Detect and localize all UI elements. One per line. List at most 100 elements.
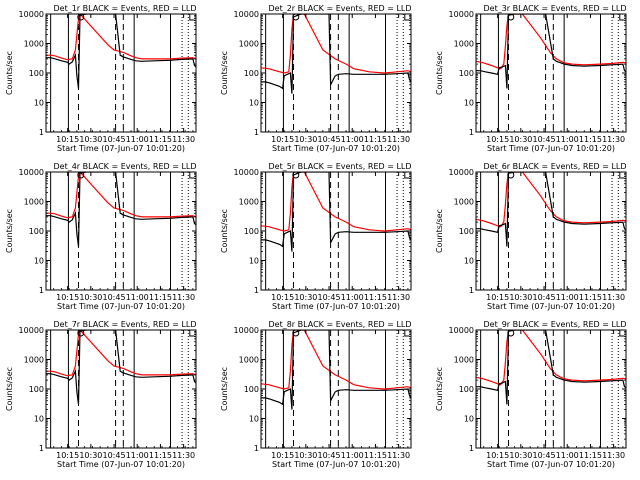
y-tick-label: 10000 <box>19 168 44 177</box>
y-tick-label: 10 <box>464 257 474 266</box>
y-tick-label: 1000 <box>239 356 259 365</box>
y-tick-label: 10 <box>34 99 44 108</box>
panel-title: Det_4r BLACK = Events, RED = LLD <box>53 162 196 171</box>
panel-title: Det_6r BLACK = Events, RED = LLD <box>483 162 626 171</box>
x-tick-label: 11:15 <box>579 451 602 460</box>
y-axis-label: Counts/sec <box>5 209 14 253</box>
y-tick-label: 10 <box>34 415 44 424</box>
y-tick-label: 10 <box>464 99 474 108</box>
x-axis-label: Start Time (07-Jun-07 10:01:20) <box>272 144 400 153</box>
y-tick-label: 1000 <box>454 356 474 365</box>
panel-title: Det_8r BLACK = Events, RED = LLD <box>268 320 411 329</box>
x-tick-label: 10:30 <box>294 135 317 144</box>
detector-panel: Det_9r BLACK = Events, RED = LLD 1 10 100 10… <box>435 320 627 469</box>
y-tick-label: 10000 <box>19 10 44 19</box>
y-tick-label: 10000 <box>234 326 259 335</box>
x-tick-label: 11:30 <box>172 135 195 144</box>
detector-panel: Det_5r BLACK = Events, RED = LLD 1 10 100 10… <box>220 162 412 311</box>
x-tick-label: 10:30 <box>294 451 317 460</box>
x-axis-label: Start Time (07-Jun-07 10:01:20) <box>487 144 615 153</box>
y-tick-label: 1000 <box>454 40 474 49</box>
y-axis-label: Counts/sec <box>435 367 444 411</box>
events-series-line <box>261 14 411 94</box>
x-tick-label: 10:30 <box>79 293 102 302</box>
x-tick-label: 10:30 <box>294 293 317 302</box>
y-axis-label: Counts/sec <box>435 51 444 95</box>
y-tick-label: 10000 <box>449 168 474 177</box>
x-tick-label: 11:30 <box>387 135 410 144</box>
y-tick-label: 100 <box>244 227 259 236</box>
x-tick-label: 11:00 <box>556 451 579 460</box>
x-axis-label: Start Time (07-Jun-07 10:01:20) <box>57 302 185 311</box>
y-tick-label: 10000 <box>234 10 259 19</box>
x-tick-label: 10:15 <box>486 293 509 302</box>
y-tick-label: 100 <box>29 385 44 394</box>
x-tick-label: 11:00 <box>556 135 579 144</box>
events-series-line <box>46 14 196 89</box>
panel-title: Det_3r BLACK = Events, RED = LLD <box>483 4 626 13</box>
y-tick-label: 1000 <box>24 40 44 49</box>
y-tick-label: 10 <box>34 257 44 266</box>
x-tick-label: 10:30 <box>509 451 532 460</box>
panel-title: Det_5r BLACK = Events, RED = LLD <box>268 162 411 171</box>
lld-series-line <box>476 14 626 70</box>
bracket-marker <box>619 14 625 21</box>
events-series-line <box>476 172 626 247</box>
y-tick-label: 100 <box>244 385 259 394</box>
events-series-line <box>476 14 626 89</box>
y-tick-label: 1000 <box>24 356 44 365</box>
y-tick-label: 1 <box>469 444 474 453</box>
y-tick-label: 100 <box>459 69 474 78</box>
y-tick-label: 10 <box>249 257 259 266</box>
y-tick-label: 100 <box>244 69 259 78</box>
bracket-marker <box>189 330 195 337</box>
bracket-marker <box>404 330 410 337</box>
x-axis-label: Start Time (07-Jun-07 10:01:20) <box>57 144 185 153</box>
lld-series-line <box>46 14 196 61</box>
events-series-line <box>261 330 411 410</box>
y-tick-label: 1000 <box>239 198 259 207</box>
y-axis-label: Counts/sec <box>435 209 444 253</box>
bracket-marker <box>189 14 195 21</box>
x-tick-label: 10:45 <box>103 293 126 302</box>
events-series-line <box>261 172 411 252</box>
x-tick-label: 10:15 <box>486 135 509 144</box>
y-tick-label: 100 <box>459 385 474 394</box>
y-tick-label: 1 <box>39 444 44 453</box>
x-tick-label: 11:15 <box>364 293 387 302</box>
bracket-marker <box>404 14 410 21</box>
events-series-line <box>46 330 196 405</box>
x-tick-label: 10:15 <box>56 451 79 460</box>
detector-panel: Det_1r BLACK = Events, RED = LLD 1 10 100 10… <box>5 4 197 153</box>
x-tick-label: 10:45 <box>318 293 341 302</box>
x-tick-label: 11:30 <box>602 293 625 302</box>
y-tick-label: 10 <box>464 415 474 424</box>
x-tick-label: 11:30 <box>602 135 625 144</box>
x-axis-label: Start Time (07-Jun-07 10:01:20) <box>487 302 615 311</box>
x-axis-label: Start Time (07-Jun-07 10:01:20) <box>57 460 185 469</box>
x-tick-label: 11:30 <box>387 451 410 460</box>
bracket-marker <box>404 172 410 179</box>
y-tick-label: 1 <box>254 444 259 453</box>
y-tick-label: 10 <box>249 415 259 424</box>
detector-panel: Det_3r BLACK = Events, RED = LLD 1 10 100 10… <box>435 4 627 153</box>
x-tick-label: 10:15 <box>271 451 294 460</box>
panel-title: Det_2r BLACK = Events, RED = LLD <box>268 4 411 13</box>
x-tick-label: 11:00 <box>341 451 364 460</box>
y-tick-label: 100 <box>29 69 44 78</box>
x-axis-label: Start Time (07-Jun-07 10:01:20) <box>487 460 615 469</box>
x-tick-label: 11:00 <box>126 451 149 460</box>
y-tick-label: 1000 <box>24 198 44 207</box>
y-tick-label: 10000 <box>449 10 474 19</box>
x-tick-label: 11:00 <box>341 293 364 302</box>
x-tick-label: 11:15 <box>149 135 172 144</box>
x-tick-label: 10:45 <box>103 135 126 144</box>
detector-panel: Det_8r BLACK = Events, RED = LLD 1 10 100 10… <box>220 320 412 469</box>
x-tick-label: 10:15 <box>56 293 79 302</box>
x-axis-label: Start Time (07-Jun-07 10:01:20) <box>272 302 400 311</box>
detector-panel: Det_4r BLACK = Events, RED = LLD 1 10 100 10… <box>5 162 197 311</box>
lld-series-line <box>261 172 411 232</box>
bracket-marker <box>619 172 625 179</box>
